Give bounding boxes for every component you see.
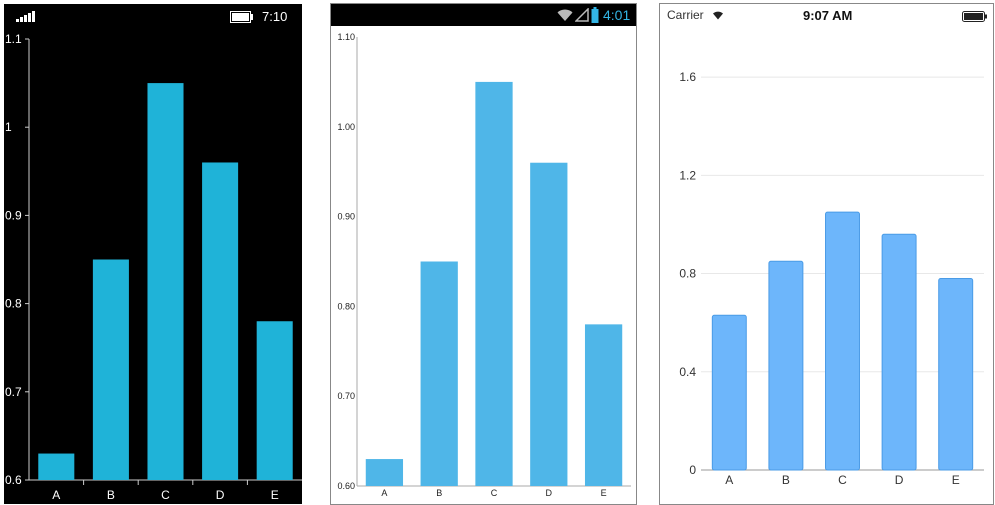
x-tick-label: A: [381, 488, 387, 498]
bar-b: [92, 259, 129, 480]
bar-c: [475, 81, 513, 487]
x-tick-label: D: [216, 488, 225, 502]
y-tick-label: 1.1: [5, 32, 22, 46]
bar-c: [147, 83, 184, 480]
y-tick-label: 1.00: [337, 122, 355, 132]
x-tick-label: C: [161, 488, 170, 502]
bar-e: [256, 321, 293, 480]
y-tick-label: 0.60: [337, 481, 355, 491]
status-bar: Carrier 9:07 AM: [660, 4, 993, 28]
x-tick-label: E: [601, 488, 607, 498]
x-tick-label: E: [952, 473, 960, 487]
wifi-icon: [557, 8, 573, 22]
x-tick-label: D: [895, 473, 904, 487]
bar-chart: 0.6 0.7 0.8 0.9 1 1.1 A B C D E: [5, 32, 302, 502]
bar-b: [768, 260, 804, 471]
y-tick-label: 1: [5, 120, 12, 134]
y-tick-label: 1.10: [337, 32, 355, 42]
y-tick-label: 0.8: [679, 267, 696, 281]
y-tick-label: 1.2: [679, 168, 696, 182]
battery-icon: [962, 11, 988, 22]
bar-d: [530, 162, 568, 486]
x-tick-label: C: [491, 488, 498, 498]
y-tick-label: 0.90: [337, 212, 355, 222]
bar-a: [365, 459, 404, 486]
bar-chart: 0 0.4 0.8 1.2 1.6 A B C D E: [679, 70, 984, 487]
bar-b: [420, 261, 458, 486]
x-tick-label: D: [546, 488, 553, 498]
battery-icon: [230, 11, 254, 23]
bar-a: [38, 453, 75, 480]
bar-d: [202, 162, 239, 481]
y-tick-label: 1.6: [679, 70, 696, 84]
bar-c: [825, 211, 860, 471]
y-tick-label: 0.80: [337, 301, 355, 311]
signal-icon: [16, 11, 36, 22]
y-tick-label: 0.70: [337, 391, 355, 401]
bar-e: [584, 324, 623, 486]
wifi-icon: [712, 10, 724, 20]
phone-ios: Carrier 9:07 AM 0 0.4 0.8 1.2 1.6 A B C D E: [659, 3, 994, 505]
cell-signal-icon: [575, 8, 589, 22]
x-tick-label: A: [52, 488, 60, 502]
battery-icon: [591, 7, 599, 23]
bar-d: [881, 233, 917, 471]
status-time: 4:01: [603, 7, 631, 23]
bar-chart: 0.60 0.70 0.80 0.90 1.00 1.10 A B C D E: [337, 32, 631, 498]
status-time: 9:07 AM: [803, 8, 853, 23]
y-tick-label: 0.9: [5, 208, 22, 222]
x-tick-label: A: [725, 473, 733, 487]
x-tick-label: B: [107, 488, 115, 502]
status-bar: 4:01: [331, 4, 636, 26]
x-tick-label: C: [838, 473, 847, 487]
y-tick-label: 0.8: [5, 297, 22, 311]
y-tick-label: 0: [689, 463, 696, 477]
status-bar: 7:10: [4, 4, 302, 30]
y-tick-label: 0.7: [5, 385, 22, 399]
x-tick-label: B: [436, 488, 442, 498]
bar-a: [711, 314, 747, 471]
y-tick-label: 0.6: [5, 473, 22, 487]
phone-android: 4:01 0.60 0.70 0.80 0.90 1.00 1.10 A B C D E: [330, 3, 637, 505]
phone-windows: 7:10 0.6 0.7 0.8 0.9 1 1.1 A B C D E: [4, 4, 302, 504]
x-tick-label: B: [782, 473, 790, 487]
status-carrier: Carrier: [667, 8, 704, 22]
bar-e: [938, 277, 974, 471]
status-time: 7:10: [262, 9, 288, 24]
x-tick-label: E: [271, 488, 279, 502]
y-tick-label: 0.4: [679, 365, 696, 379]
